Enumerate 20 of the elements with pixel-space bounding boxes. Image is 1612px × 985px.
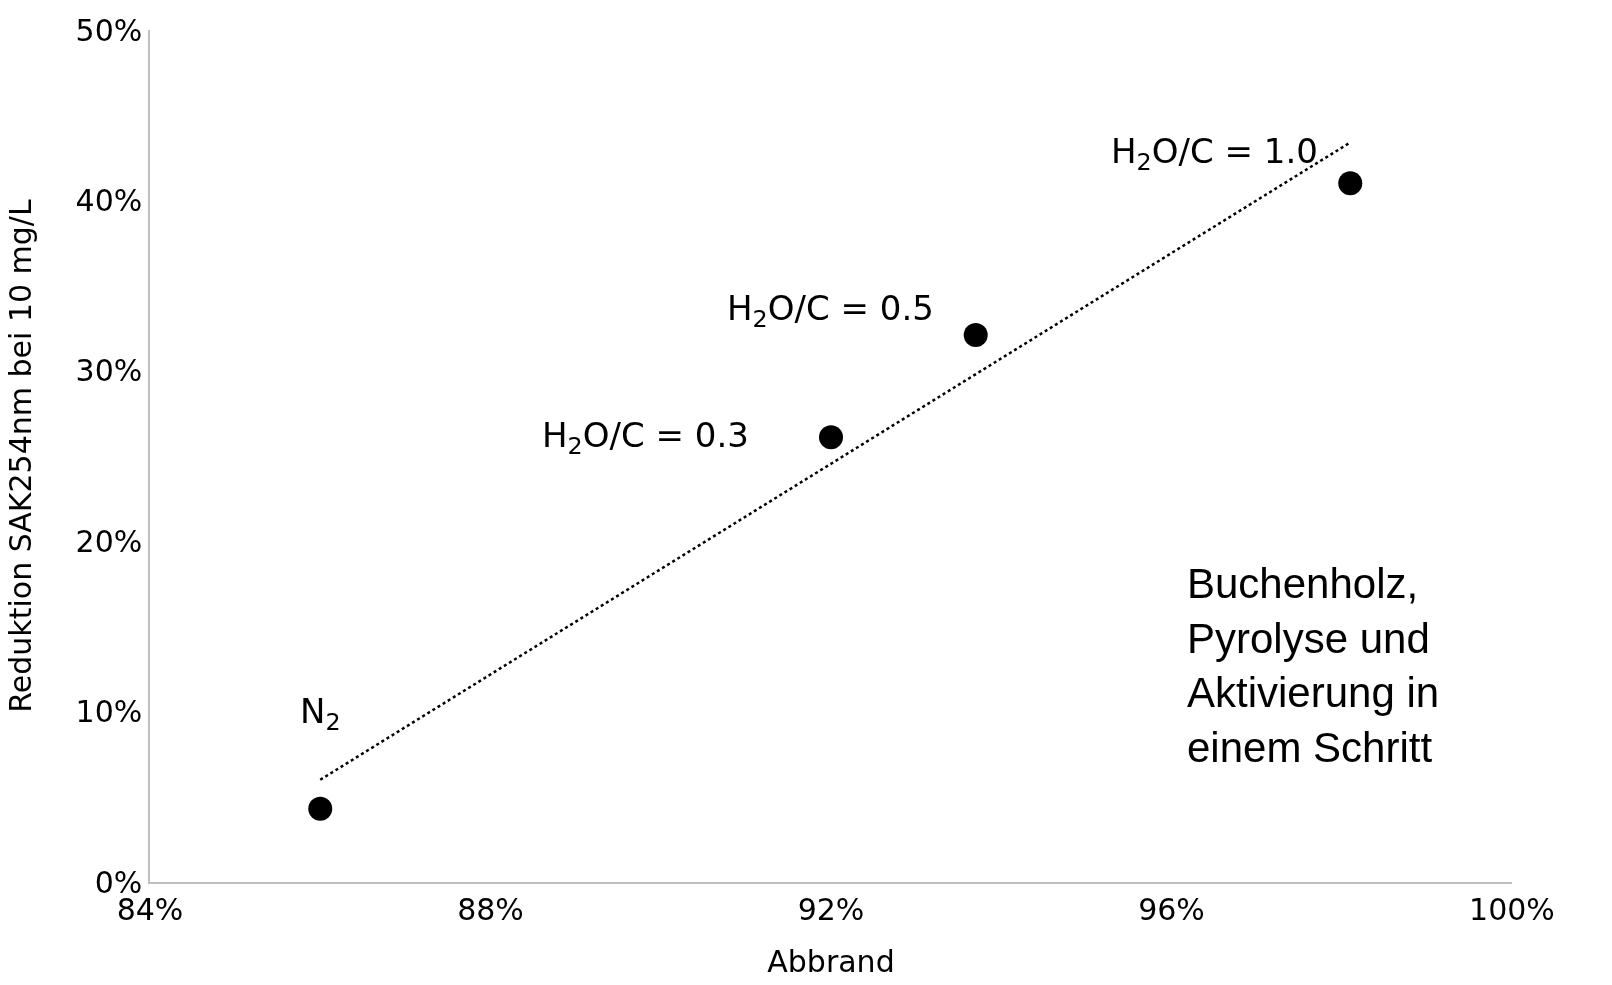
annotation: H$_{2}$O/C = 0.5 bbox=[727, 288, 934, 334]
annotation: H$_{2}$O/C = 0.3 bbox=[542, 415, 749, 461]
x-tick-label: 100% bbox=[1469, 891, 1555, 927]
x-tick-label: 92% bbox=[797, 891, 865, 927]
annotation: H$_{2}$O/C = 1.0 bbox=[1111, 131, 1318, 177]
y-axis-title: Reduktion SAK254nm bei 10 mg/L bbox=[3, 199, 39, 713]
y-tick-label: 50% bbox=[75, 12, 143, 48]
x-axis-title: Abbrand bbox=[767, 943, 895, 979]
point bbox=[819, 425, 843, 450]
y-tick-label: 20% bbox=[75, 523, 143, 559]
y-tick-label: 10% bbox=[75, 694, 143, 730]
annotation: N$_{2}$ bbox=[300, 691, 341, 737]
x-tick-label: 96% bbox=[1138, 891, 1205, 927]
point bbox=[308, 796, 333, 821]
point bbox=[963, 323, 988, 348]
y-tick-label: 40% bbox=[75, 182, 143, 218]
annotation: Buchenholz, Pyrolyse und Aktivierung in einem Schritt bbox=[1187, 560, 1440, 771]
point bbox=[1338, 171, 1363, 196]
y-tick-label: 30% bbox=[75, 353, 143, 389]
x-tick-label: 88% bbox=[457, 891, 524, 927]
